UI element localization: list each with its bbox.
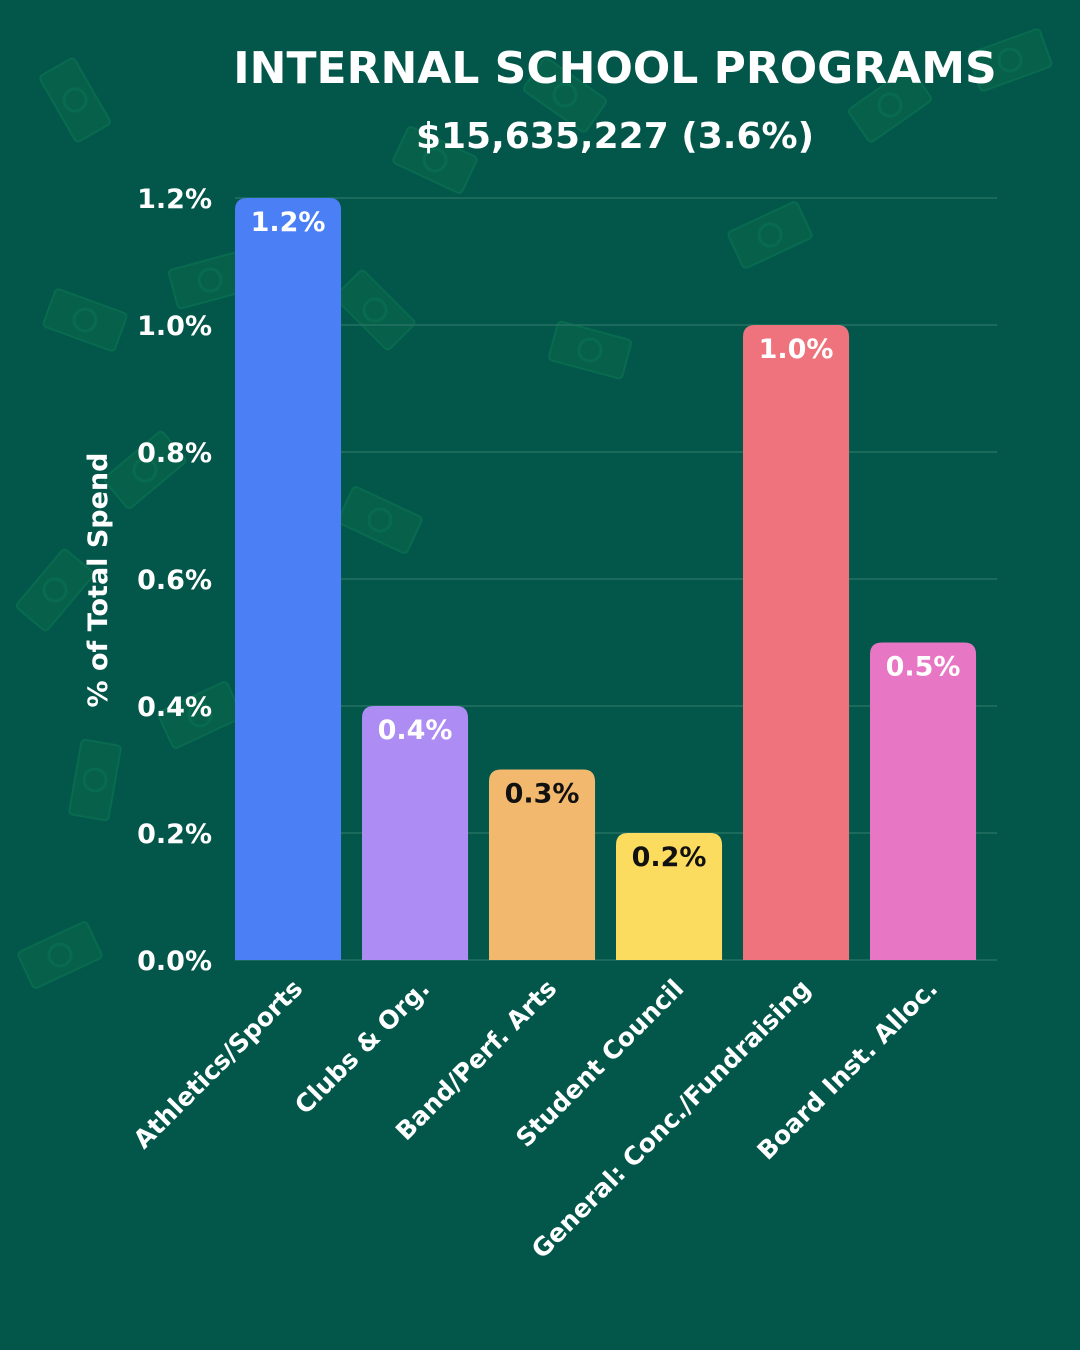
bar (870, 642, 977, 960)
bar (616, 833, 723, 960)
data-label: 0.2% (632, 842, 707, 873)
data-label: 1.2% (251, 207, 326, 238)
bar (235, 198, 342, 960)
money-bill-icon (392, 126, 478, 194)
data-label: 0.5% (886, 652, 961, 683)
data-label: 0.4% (378, 715, 453, 746)
data-label: 1.0% (759, 334, 834, 365)
money-bill-icon (42, 288, 128, 352)
money-bill-icon (727, 201, 813, 269)
bar (362, 706, 469, 960)
y-tick-label: 0.2% (137, 819, 212, 850)
money-bill-icon (334, 269, 416, 351)
money-bill-icon (548, 320, 632, 380)
money-bill-icon (847, 67, 933, 143)
money-bill-icon (103, 430, 187, 510)
y-tick-label: 0.8% (137, 438, 212, 469)
chart-subtitle: $15,635,227 (3.6%) (416, 116, 814, 157)
y-axis-ticks: 0.0% 0.2% 0.4% 0.6% 0.8% 1.0% 1.2% (137, 184, 212, 977)
bar (743, 325, 850, 960)
money-bill-icon (17, 921, 103, 989)
money-bill-icon (68, 738, 122, 822)
y-tick-label: 0.6% (137, 565, 212, 596)
money-bill-icon (157, 681, 243, 749)
data-labels: 1.2% 0.4% 0.3% 0.2% 1.0% 0.5% (251, 207, 961, 873)
x-tick-label: General: Conc./Fundraising (526, 974, 816, 1264)
chart-title: INTERNAL SCHOOL PROGRAMS (233, 43, 996, 94)
y-tick-label: 1.0% (137, 311, 212, 342)
bar (489, 769, 596, 960)
y-tick-label: 0.0% (137, 946, 212, 977)
money-bill-icon (15, 548, 95, 632)
y-axis-label: % of Total Spend (83, 453, 114, 708)
data-label: 0.3% (505, 779, 580, 810)
bars (235, 198, 977, 960)
x-tick-label: Clubs & Org. (289, 974, 435, 1120)
x-tick-label: Athletics/Sports (128, 974, 308, 1154)
money-bill-decorations (15, 28, 1053, 989)
money-bill-icon (337, 486, 423, 554)
money-bill-icon (39, 57, 111, 143)
y-tick-label: 1.2% (137, 184, 212, 215)
money-bill-icon (522, 57, 608, 133)
y-tick-label: 0.4% (137, 692, 212, 723)
money-bill-icon (967, 28, 1053, 92)
